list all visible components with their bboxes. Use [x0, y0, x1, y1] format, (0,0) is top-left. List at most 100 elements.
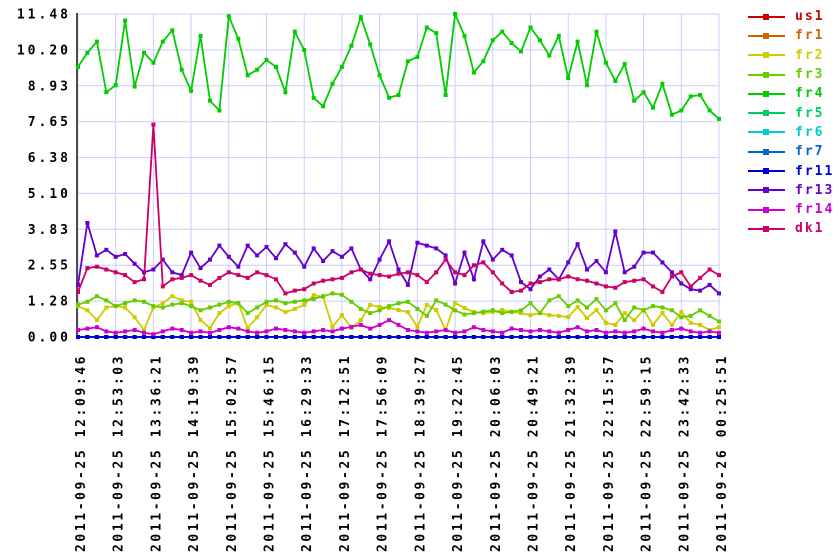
legend-marker-icon — [763, 225, 769, 232]
series-marker-dk1 — [387, 274, 392, 279]
series-marker-fr14 — [377, 322, 382, 327]
series-marker-dk1 — [651, 284, 655, 289]
series-marker-fr13 — [698, 288, 703, 293]
series-marker-fr4 — [170, 28, 175, 33]
legend-label: fr2 — [795, 47, 825, 63]
series-marker-fr14 — [424, 330, 429, 335]
series-marker-fr14 — [679, 326, 684, 331]
legend-item-fr1: fr1 — [748, 26, 834, 45]
series-marker-fr14 — [528, 329, 533, 334]
series-marker-fr13 — [490, 257, 495, 262]
series-marker-fr4 — [707, 108, 712, 113]
series-marker-fr2 — [255, 315, 260, 320]
series-marker-fr2 — [453, 301, 458, 305]
series-marker-fr14 — [283, 328, 288, 332]
series-marker-fr11 — [679, 335, 684, 339]
series-marker-fr3 — [189, 304, 194, 309]
x-tick-label: 2011-09-25 18:39:27 — [413, 354, 428, 552]
series-marker-fr3 — [717, 319, 721, 324]
series-marker-fr4 — [349, 43, 354, 48]
series-marker-fr14 — [358, 322, 363, 327]
series-marker-fr2 — [142, 328, 146, 332]
series-marker-dk1 — [226, 270, 231, 275]
legend-marker-icon — [763, 71, 769, 78]
series-marker-fr3 — [264, 299, 269, 304]
legend-label: dk1 — [795, 221, 825, 237]
series-marker-fr4 — [603, 60, 608, 65]
series-marker-fr13 — [170, 270, 175, 275]
series-marker-fr4 — [669, 112, 674, 117]
series-marker-fr13 — [500, 247, 505, 252]
series-marker-fr13 — [377, 257, 382, 262]
series-marker-fr11 — [424, 335, 429, 339]
series-marker-fr14 — [698, 330, 703, 335]
series-marker-dk1 — [443, 257, 448, 262]
series-marker-fr2 — [217, 311, 222, 316]
series-marker-fr14 — [547, 329, 552, 334]
series-marker-fr4 — [688, 94, 693, 99]
series-marker-fr3 — [302, 298, 307, 303]
series-marker-fr3 — [170, 302, 175, 307]
series-marker-fr14 — [396, 322, 401, 327]
series-marker-fr2 — [358, 318, 363, 323]
series-marker-fr3 — [519, 308, 523, 313]
series-marker-fr3 — [641, 308, 646, 313]
series-marker-fr4 — [500, 29, 505, 34]
series-marker-fr4 — [443, 93, 448, 97]
series-marker-fr4 — [302, 48, 307, 52]
legend-item-fr13: fr13 — [748, 181, 834, 200]
series-marker-fr4 — [462, 33, 467, 38]
legend-item-fr5: fr5 — [748, 103, 834, 122]
series-marker-fr4 — [387, 95, 392, 100]
series-marker-dk1 — [688, 284, 693, 289]
series-marker-fr4 — [698, 93, 703, 97]
series-marker-fr4 — [274, 64, 278, 69]
series-marker-fr4 — [321, 104, 326, 109]
series-marker-fr14 — [245, 329, 250, 334]
series-marker-fr13 — [198, 266, 203, 271]
series-marker-fr14 — [226, 325, 231, 330]
series-marker-fr3 — [471, 311, 476, 316]
series-marker-fr3 — [339, 292, 344, 297]
series-marker-fr13 — [236, 264, 241, 269]
series-marker-fr13 — [632, 264, 637, 269]
series-marker-dk1 — [142, 277, 146, 282]
x-tick-label: 2011-09-25 23:42:33 — [677, 354, 692, 552]
legend-item-fr2: fr2 — [748, 46, 834, 65]
series-marker-fr13 — [189, 250, 194, 255]
series-marker-fr11 — [481, 335, 486, 339]
series-marker-fr11 — [217, 335, 222, 339]
series-marker-fr11 — [453, 335, 458, 339]
series-marker-fr3 — [226, 299, 231, 304]
series-marker-fr14 — [443, 328, 448, 332]
series-marker-fr3 — [160, 305, 165, 310]
series-marker-fr13 — [509, 253, 514, 258]
series-marker-fr2 — [556, 313, 561, 318]
x-tick-label: 2011-09-25 14:19:39 — [187, 354, 202, 552]
series-marker-fr14 — [462, 329, 467, 334]
series-marker-fr4 — [160, 39, 165, 44]
series-marker-fr3 — [94, 294, 99, 299]
series-marker-fr11 — [415, 335, 420, 339]
series-marker-fr13 — [123, 252, 128, 256]
series-marker-fr13 — [481, 239, 486, 244]
series-marker-fr14 — [85, 326, 90, 331]
series-marker-fr11 — [198, 335, 203, 339]
series-marker-fr11 — [509, 335, 514, 339]
series-marker-fr11 — [274, 335, 278, 339]
series-marker-fr11 — [575, 335, 580, 339]
series-marker-fr2 — [424, 302, 429, 307]
series-marker-fr11 — [302, 335, 307, 339]
series-marker-fr2 — [585, 316, 589, 321]
series-marker-fr2 — [462, 306, 467, 310]
series-marker-fr13 — [151, 267, 156, 272]
series-marker-fr13 — [85, 221, 90, 225]
x-tick-label: 2011-09-25 17:12:51 — [338, 354, 353, 552]
series-marker-fr4 — [453, 12, 458, 16]
y-tick-label: 1.28 — [28, 295, 71, 310]
series-marker-dk1 — [698, 275, 703, 280]
x-tick-label: 2011-09-25 15:46:15 — [263, 354, 278, 552]
series-marker-fr3 — [358, 306, 363, 311]
series-marker-fr4 — [660, 81, 665, 86]
